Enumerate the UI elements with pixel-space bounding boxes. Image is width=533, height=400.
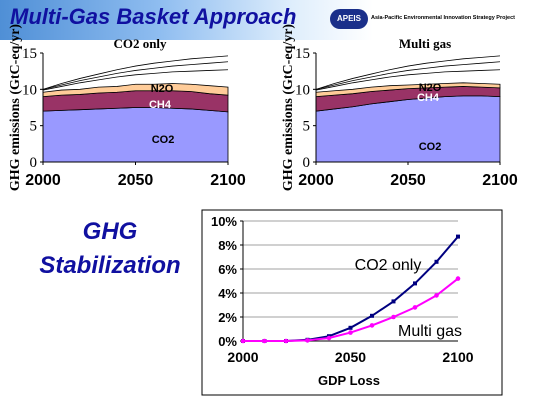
multigas-n2o-area: [315, 82, 501, 98]
multigas-xtick-label: 2000: [298, 172, 334, 189]
multigas-ytick-label: 10: [295, 82, 310, 98]
multi-gas-point: [326, 335, 332, 341]
gdp-ytick-label: 2%: [218, 310, 237, 325]
co2-only-point: [391, 299, 396, 304]
ghg-heading-line1: GHG: [82, 218, 138, 245]
gdp-xtick-label: 2000: [227, 349, 258, 365]
gdp-xtick-label: 2100: [442, 349, 473, 365]
multi-gas-point: [412, 305, 418, 310]
co2only-upper-line: [42, 61, 229, 90]
multi-gas-point: [391, 314, 396, 320]
multigas-upper-line: [315, 55, 501, 90]
co2only-xtick-label: 2000: [25, 172, 61, 189]
multi-gas-point: [434, 293, 439, 298]
co2only-chart-title: CO2 only: [113, 36, 167, 51]
co2only-xtick-label: 2050: [118, 172, 154, 189]
co2only-upper-line: [42, 69, 229, 91]
gdp-xtick-label: 2050: [335, 349, 366, 365]
gdp-ytick-label: 8%: [218, 238, 237, 253]
apeis-logo: APEIS: [330, 9, 368, 29]
multi-gas-point: [262, 338, 267, 344]
co2-only-point: [413, 281, 417, 286]
co2only-ytick-label: 15: [22, 46, 37, 62]
co2only-ch4-label: CH4: [149, 99, 172, 111]
multi-gas-series-label: Multi gas: [398, 323, 462, 340]
gdp-ytick-label: 10%: [211, 214, 237, 229]
multi-gas-point: [455, 276, 461, 281]
multigas-xtick-label: 2050: [390, 172, 426, 189]
co2-only-point: [370, 313, 374, 318]
multigas-upper-line: [315, 61, 501, 90]
multigas-ytick-label: 15: [295, 46, 310, 62]
co2only-n2o-area: [42, 83, 229, 98]
co2-only-point: [456, 234, 460, 239]
multigas-co2-label: CO2: [419, 141, 442, 153]
slide-title: Multi-Gas Basket Approach: [10, 4, 297, 29]
multigas-upper-line: [315, 69, 501, 91]
multigas-n2o-label: N2O: [419, 82, 442, 94]
multi-gas-point: [240, 338, 246, 344]
co2-only-point: [348, 325, 353, 330]
logo-caption: Asia-Pacific Environmental Innovation St…: [371, 15, 515, 21]
multigas-ch4-label: CH4: [417, 92, 440, 104]
co2only-area-chart: [40, 52, 229, 165]
multi-gas-point: [348, 330, 353, 335]
multigas-area-chart: [313, 52, 501, 165]
ghg-stabilization-heading: GHG Stabilization: [30, 215, 190, 283]
co2-only-series-label: CO2 only: [355, 257, 422, 274]
ghg-heading-line2: Stabilization: [39, 252, 181, 279]
multigas-xtick-label: 2100: [482, 172, 518, 189]
gdp-ytick-label: 0%: [218, 334, 237, 349]
co2only-xtick-label: 2100: [210, 172, 246, 189]
multigas-y-axis-label: GHG emissions (GtC-eq/yr): [281, 24, 296, 192]
co2only-n2o-label: N2O: [151, 83, 174, 95]
co2only-ytick-label: 10: [22, 82, 37, 98]
co2only-y-axis-label: GHG emissions (GtC-eq/yr): [8, 24, 23, 192]
multi-gas-point: [283, 338, 289, 344]
co2only-ytick-label: 0: [30, 155, 38, 171]
gdp-chart-frame: [201, 209, 503, 396]
multigas-ytick-label: 5: [303, 119, 311, 135]
co2only-ytick-label: 5: [30, 119, 38, 135]
gdp-ytick-label: 6%: [218, 262, 237, 277]
gdp-x-axis-label: GDP Loss: [318, 373, 380, 388]
multi-gas-point: [305, 338, 310, 343]
co2only-co2-area: [42, 107, 229, 163]
multigas-chart-title: Multi gas: [399, 36, 451, 51]
multi-gas-point: [369, 323, 375, 328]
co2-only-point: [434, 259, 439, 264]
co2only-upper-line: [42, 55, 229, 90]
co2only-co2-label: CO2: [152, 134, 175, 146]
gdp-ytick-label: 4%: [218, 286, 237, 301]
title-bar: Multi-Gas Basket Approach APEIS Asia-Pac…: [0, 0, 533, 40]
multigas-ytick-label: 0: [303, 155, 311, 171]
